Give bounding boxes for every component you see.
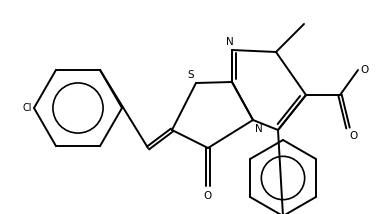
Text: O: O: [349, 131, 357, 141]
Text: Cl: Cl: [23, 103, 32, 113]
Text: N: N: [255, 124, 263, 134]
Text: N: N: [226, 37, 234, 47]
Text: O: O: [204, 191, 212, 201]
Text: O: O: [360, 65, 368, 75]
Text: S: S: [187, 70, 194, 80]
